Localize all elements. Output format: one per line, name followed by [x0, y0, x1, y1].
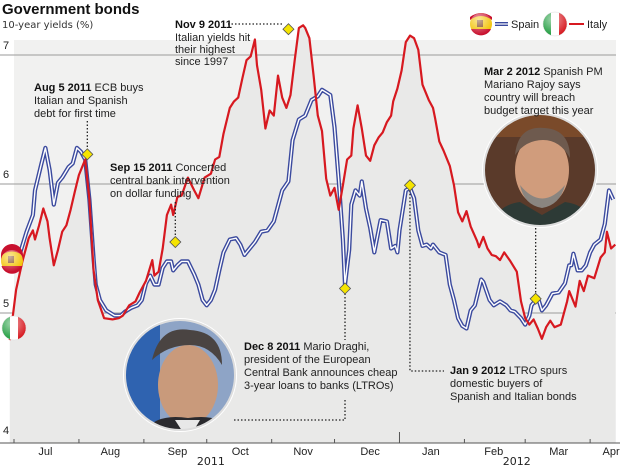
- chart-subtitle: 10-year yields (%): [2, 20, 93, 31]
- annotation-marker-aug5: [81, 148, 94, 161]
- year-label-2011: 2011: [197, 455, 225, 466]
- svg-text:Jan 9 2012 LTRO spurs: Jan 9 2012 LTRO spurs: [450, 365, 568, 377]
- annotation-date: Sep 15 2011: [110, 162, 172, 174]
- annotation-text: LTRO spurs: [509, 365, 568, 377]
- x-tick-label-aug: Aug: [101, 446, 121, 458]
- x-tick-label-feb: Feb: [484, 446, 503, 458]
- annotation-text: Mariano Rajoy says: [484, 79, 581, 91]
- annotation-jan9: Jan 9 2012 LTRO spurs domestic buyers of…: [450, 365, 577, 403]
- annotation-text: Italian and Spanish: [34, 95, 128, 107]
- legend-label-italy: Italy: [587, 19, 608, 31]
- annotation-marker-dec8: [338, 282, 352, 295]
- x-tick-label-nov: Nov: [293, 446, 313, 458]
- annotation-leader-line: [232, 400, 346, 421]
- x-axis-labels: Jul Aug Sep Oct Nov Dec Jan Feb Mar Apr 2011 2012: [38, 446, 620, 466]
- italy-flag-icon: [542, 11, 568, 37]
- annotation-sep15: Sep 15 2011 Concerted central bank inter…: [110, 162, 230, 200]
- y-tick-label: 4: [3, 425, 9, 437]
- annotation-text: Central Bank announces cheap: [244, 367, 398, 379]
- x-axis-ticks: [13, 432, 591, 443]
- x-tick-label-mar: Mar: [549, 446, 568, 458]
- annotation-text: president of the European: [244, 354, 371, 366]
- annotation-date: Jan 9 2012: [450, 365, 506, 377]
- mario-draghi-photo: [123, 318, 237, 432]
- annotation-date: Aug 5 2011: [34, 82, 91, 94]
- legend-label-spain: Spain: [511, 19, 539, 31]
- annotations-layer: [81, 23, 542, 421]
- svg-text:Sep 15 2011 Concerted: Sep 15 2011 Concerted: [110, 162, 226, 174]
- y-tick-label: 7: [3, 40, 9, 52]
- legend: Spain Italy: [470, 11, 608, 37]
- y-tick-label: 5: [3, 298, 9, 310]
- annotation-aug5: Aug 5 2011 ECB buys Italian and Spanish …: [34, 82, 144, 120]
- annotation-text: country will breach: [484, 92, 575, 104]
- annotation-text: Concerted: [175, 162, 226, 174]
- italy-flag-icon: [1, 315, 27, 341]
- y-axis-labels: 4 5 6 7: [3, 40, 9, 437]
- x-tick-label-oct: Oct: [232, 446, 249, 458]
- annotation-date: Mar 2 2012: [484, 66, 540, 78]
- annotation-marker-jan9: [403, 179, 417, 192]
- legend-item-spain: Spain: [470, 13, 539, 36]
- annotation-text: on dollar funding: [110, 188, 191, 200]
- annotation-dec8: Dec 8 2011 Mario Draghi, president of th…: [244, 341, 398, 392]
- annotation-nov9: Nov 9 2011 Italian yields hit their high…: [175, 19, 250, 68]
- annotation-text: central bank intervention: [110, 175, 230, 187]
- x-tick-label-dec: Dec: [360, 446, 380, 458]
- annotation-text: since 1997: [175, 56, 228, 68]
- annotation-text: debt for first time: [34, 108, 116, 120]
- annotation-text: 3-year loans to banks (LTROs): [244, 380, 394, 392]
- annotation-text: ECB buys: [95, 82, 144, 94]
- annotation-date: Dec 8 2011: [244, 341, 300, 353]
- chart-title: Government bonds: [2, 1, 140, 18]
- series-layer: [8, 24, 617, 341]
- annotation-text: budget target this year: [484, 105, 594, 117]
- annotation-leader-line: [409, 190, 444, 372]
- y-tick-label: 6: [3, 169, 9, 181]
- annotation-text: Spanish PM: [543, 66, 602, 78]
- annotation-mar2: Mar 2 2012 Spanish PM Mariano Rajoy says…: [484, 66, 603, 117]
- svg-text:Mar 2 2012 Spanish PM: Mar 2 2012 Spanish PM: [484, 66, 603, 78]
- spain-flag-icon: [470, 13, 492, 36]
- annotation-date: Nov 9 2011: [175, 19, 232, 31]
- annotation-text: Spanish and Italian bonds: [450, 391, 577, 403]
- svg-text:Dec 8 2011 Mario Draghi,: Dec 8 2011 Mario Draghi,: [244, 341, 369, 353]
- year-label-2012: 2012: [503, 455, 531, 466]
- annotation-text: domestic buyers of: [450, 378, 543, 390]
- x-tick-label-sep: Sep: [168, 446, 188, 458]
- legend-item-italy: Italy: [542, 11, 608, 37]
- spain-flag-icon: [1, 244, 23, 274]
- x-tick-label-apr: Apr: [603, 446, 620, 458]
- annotation-marker-mar2: [529, 292, 542, 305]
- x-tick-label-jan: Jan: [422, 446, 440, 458]
- x-tick-label-jul: Jul: [38, 446, 52, 458]
- annotation-marker-sep15: [169, 235, 182, 249]
- annotation-text: Italian yields hit: [175, 32, 250, 44]
- annotation-text: Mario Draghi,: [303, 341, 369, 353]
- series-line-italy: [8, 24, 617, 341]
- annotation-marker-nov9: [282, 23, 295, 36]
- annotation-text: their highest: [175, 44, 235, 56]
- svg-text:Aug 5 2011 ECB buys: Aug 5 2011 ECB buys: [34, 82, 144, 94]
